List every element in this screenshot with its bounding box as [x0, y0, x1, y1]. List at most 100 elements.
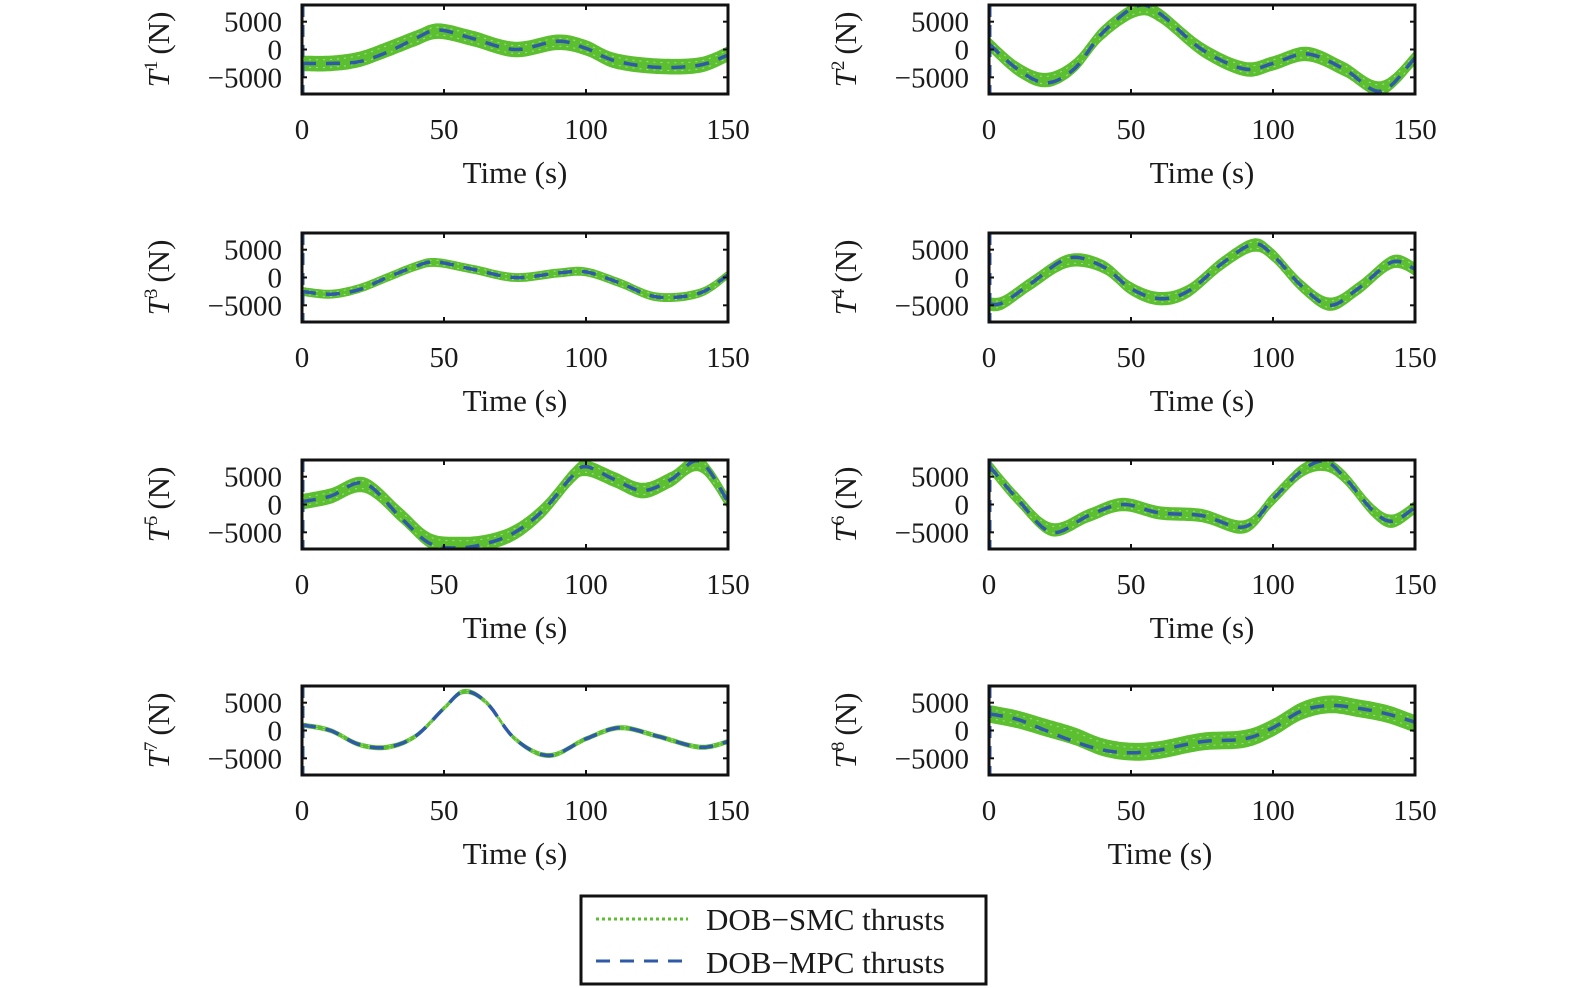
y-tick-label: −5000 [208, 290, 282, 322]
x-tick-label: 100 [564, 342, 608, 374]
y-label-superscript: 4 [828, 288, 849, 298]
x-tick-label: 150 [706, 342, 750, 374]
x-axis-label: Time (s) [1150, 383, 1255, 418]
plot-area [302, 460, 728, 549]
smc-thrust-streak-0 [989, 467, 1415, 534]
y-tick-label: 5000 [224, 688, 282, 720]
x-axis-label: Time (s) [463, 383, 568, 418]
y-label-symbol: T [141, 67, 176, 87]
y-tick-label: 0 [955, 716, 970, 748]
x-tick-label: 150 [706, 569, 750, 601]
y-tick-label: 0 [268, 263, 283, 295]
x-axis-label: Time (s) [463, 155, 568, 190]
smc-thrust-band [302, 688, 728, 758]
x-tick-label: 50 [430, 114, 459, 146]
y-label-unit: (N) [141, 693, 176, 736]
y-label-symbol: T [141, 748, 176, 768]
y-tick-label: 0 [955, 263, 970, 295]
y-tick-label: 5000 [224, 235, 282, 267]
plot-area [302, 5, 728, 94]
x-tick-label: 50 [430, 795, 459, 827]
y-label-unit: (N) [828, 240, 863, 283]
y-tick-label: −5000 [895, 62, 969, 94]
y-label-superscript: 3 [141, 289, 162, 299]
legend: DOB−SMC thrusts DOB−MPC thrusts [579, 894, 988, 986]
y-tick-label: 0 [955, 490, 970, 522]
y-label-superscript: 5 [141, 516, 162, 526]
y-tick-label: −5000 [208, 743, 282, 775]
y-label-unit: (N) [828, 693, 863, 736]
y-label-superscript: 2 [828, 61, 849, 71]
x-tick-label: 150 [1393, 114, 1437, 146]
x-tick-label: 100 [1251, 114, 1295, 146]
y-tick-label: 5000 [911, 235, 969, 267]
plot-area [989, 5, 1415, 94]
y-label-symbol: T [141, 295, 176, 315]
x-axis-label: Time (s) [463, 836, 568, 871]
mpc-thrust-line [989, 5, 1415, 94]
plot-area [989, 460, 1415, 549]
y-tick-label: −5000 [895, 517, 969, 549]
legend-mpc-label: DOB−MPC thrusts [706, 945, 945, 980]
x-axis-label: Time (s) [463, 610, 568, 645]
smc-thrust-streak-1 [302, 689, 728, 755]
x-tick-label: 0 [295, 569, 310, 601]
x-tick-label: 100 [564, 795, 608, 827]
x-tick-label: 50 [1117, 569, 1146, 601]
mpc-thrust-line [302, 28, 728, 70]
y-axis-label: T3 (N) [141, 240, 176, 316]
y-tick-label: 0 [268, 490, 283, 522]
mpc-thrust-line [989, 242, 1415, 308]
smc-thrust-band [989, 238, 1415, 312]
y-tick-label: 5000 [224, 7, 282, 39]
x-tick-label: 0 [982, 795, 997, 827]
x-tick-label: 0 [982, 114, 997, 146]
y-axis-label: T5 (N) [141, 467, 176, 543]
mpc-thrust-line [302, 460, 728, 549]
smc-thrust-streak-1 [989, 460, 1415, 528]
plot-area [302, 686, 728, 775]
plot-area [989, 686, 1415, 775]
x-tick-label: 50 [1117, 114, 1146, 146]
y-tick-label: 0 [268, 716, 283, 748]
y-label-symbol: T [141, 522, 176, 542]
axes-frame [300, 684, 730, 777]
x-tick-label: 100 [1251, 795, 1295, 827]
y-tick-label: −5000 [895, 290, 969, 322]
x-tick-label: 0 [295, 795, 310, 827]
mpc-thrust-line [989, 460, 1415, 535]
x-tick-label: 100 [1251, 342, 1295, 374]
y-label-superscript: 8 [828, 742, 849, 752]
x-tick-label: 50 [430, 342, 459, 374]
y-label-unit: (N) [141, 240, 176, 283]
y-tick-label: 0 [955, 35, 970, 67]
smc-thrust-band [989, 695, 1415, 761]
y-axis-label: T6 (N) [828, 467, 863, 543]
x-tick-label: 100 [564, 569, 608, 601]
y-tick-label: 5000 [224, 462, 282, 494]
y-label-unit: (N) [141, 467, 176, 510]
y-label-superscript: 6 [828, 516, 849, 526]
legend-box [579, 894, 988, 986]
x-tick-label: 50 [430, 569, 459, 601]
x-tick-label: 0 [982, 342, 997, 374]
plot-area [989, 233, 1415, 322]
x-axis-label: Time (s) [1150, 155, 1255, 190]
x-tick-label: 150 [1393, 342, 1437, 374]
mpc-thrust-line [302, 260, 728, 300]
y-label-symbol: T [828, 748, 863, 768]
x-tick-label: 50 [1117, 795, 1146, 827]
x-tick-label: 0 [982, 569, 997, 601]
y-label-symbol: T [828, 295, 863, 315]
y-tick-label: −5000 [208, 517, 282, 549]
legend-smc-label: DOB−SMC thrusts [706, 902, 945, 937]
